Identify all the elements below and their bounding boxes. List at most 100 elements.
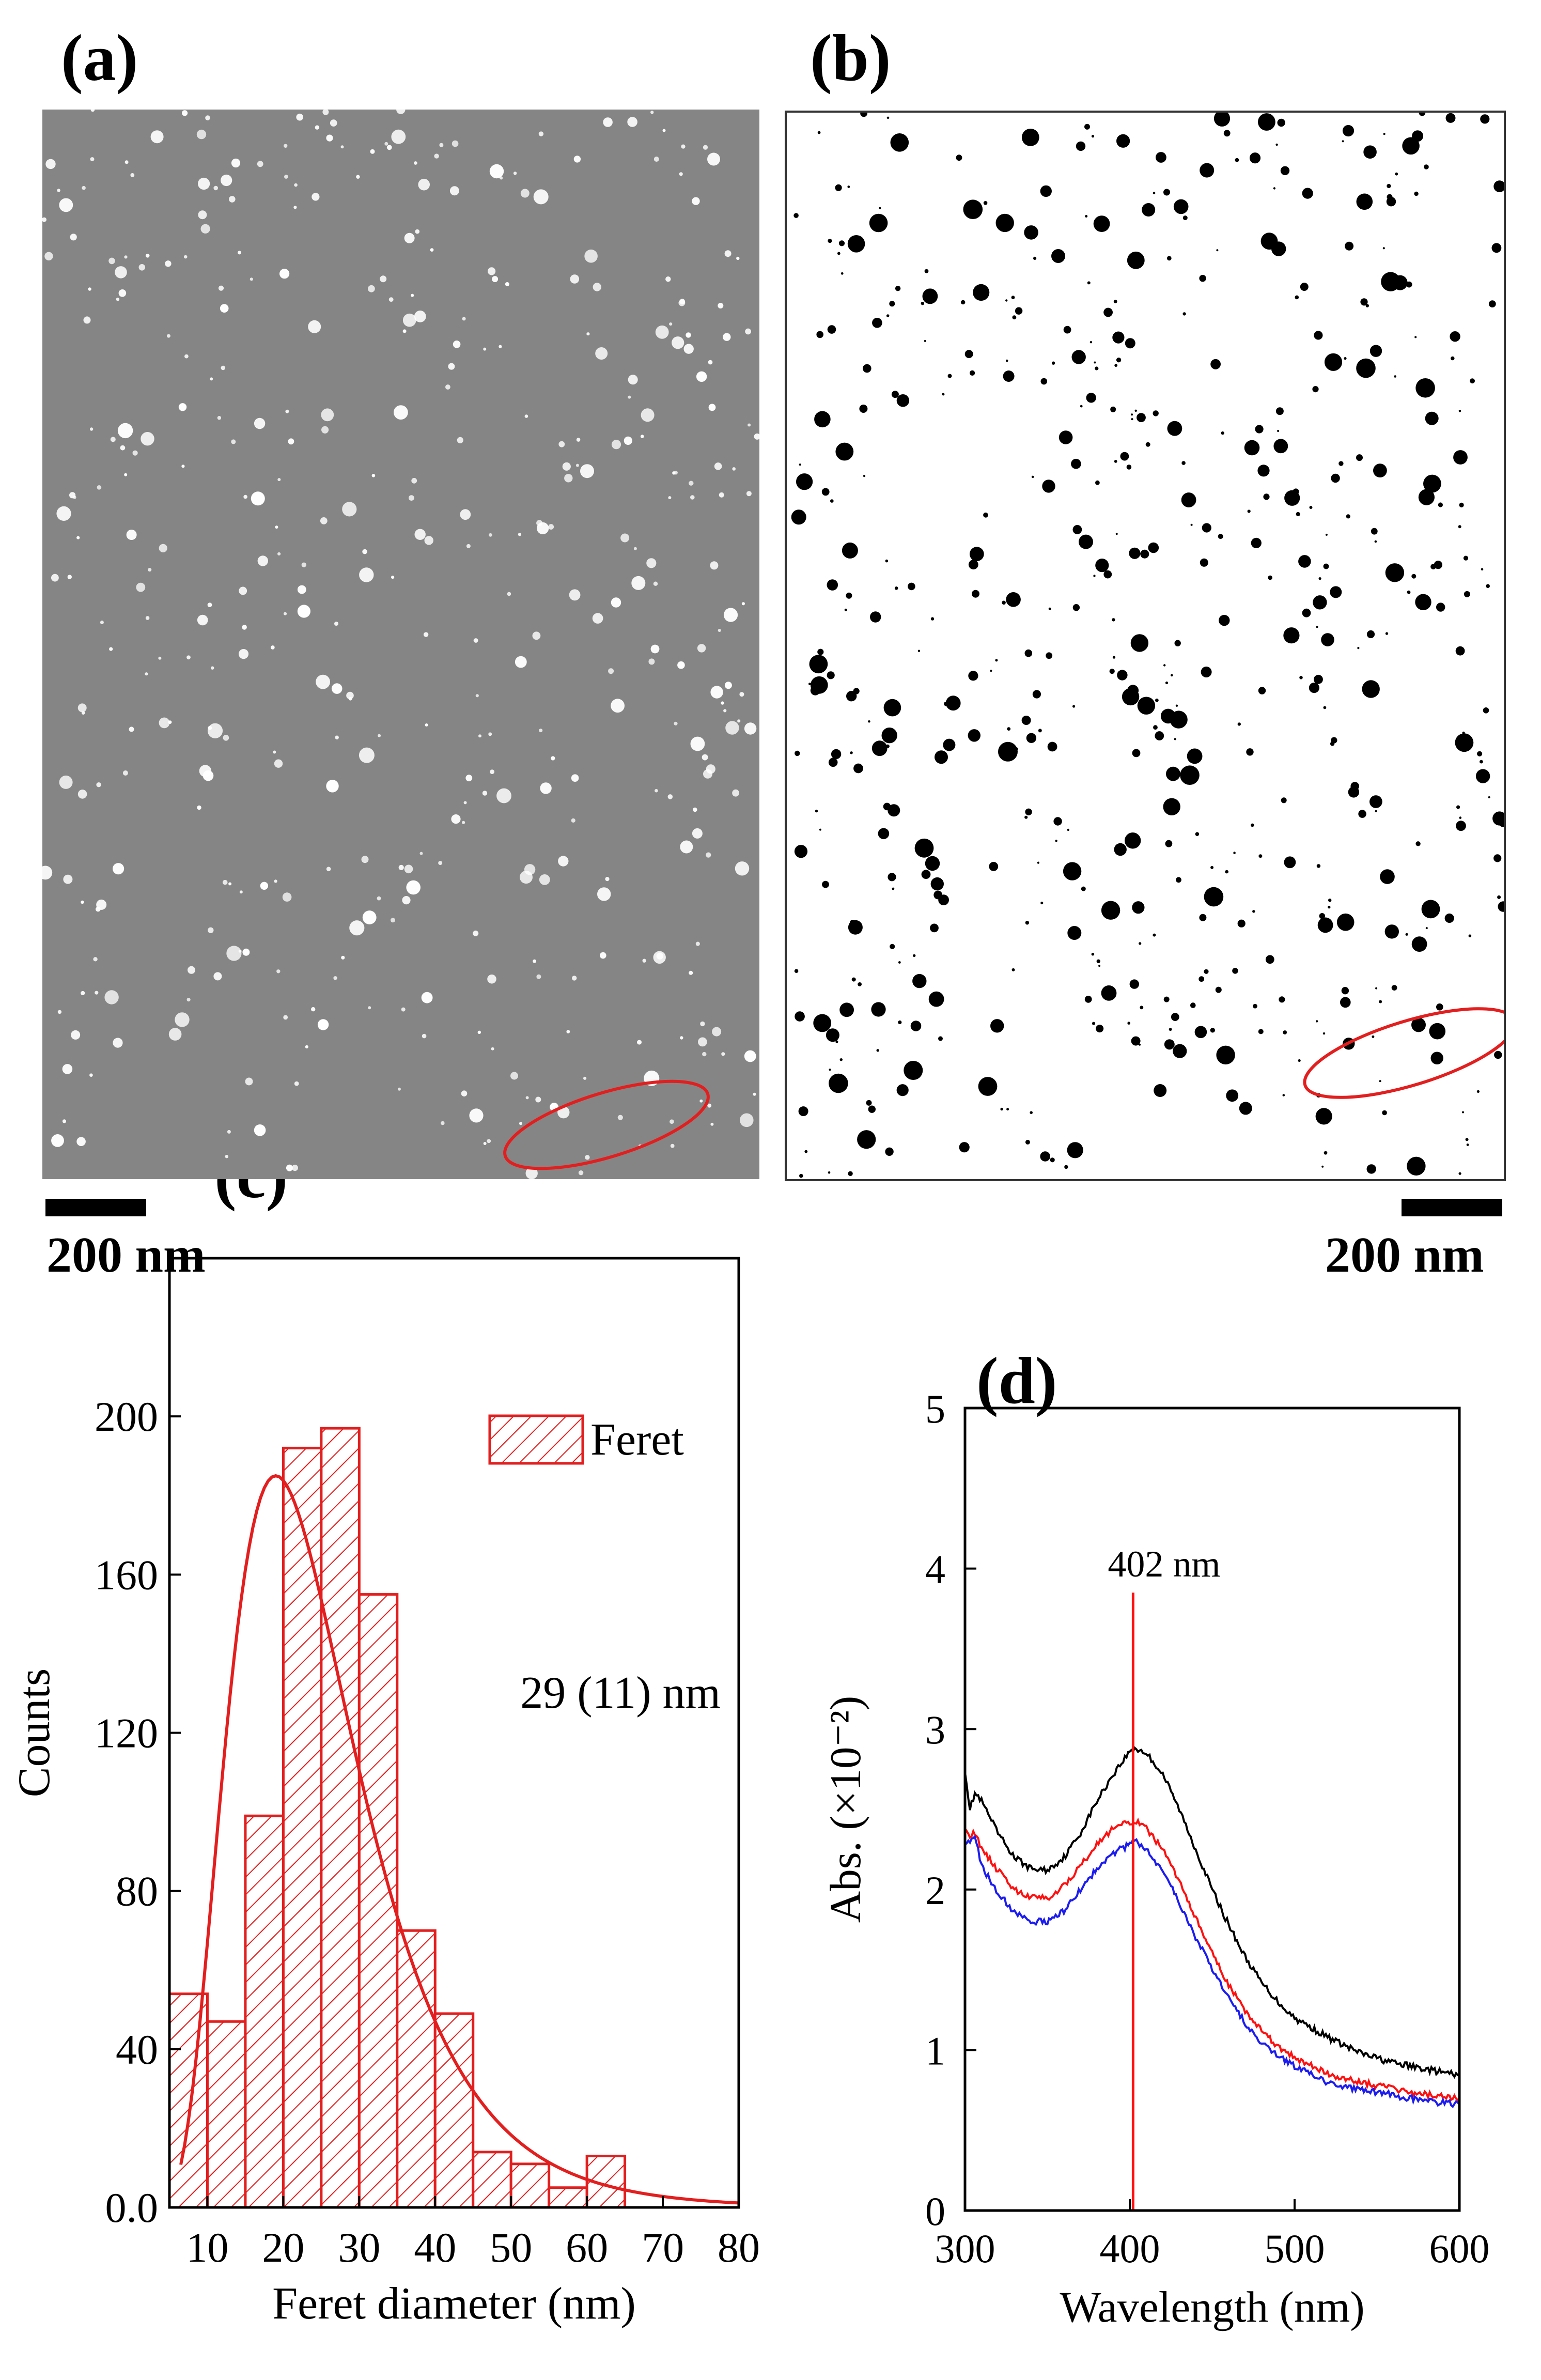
particle xyxy=(1021,129,1039,146)
particle xyxy=(1491,243,1502,253)
particle xyxy=(593,283,602,291)
particle xyxy=(1233,852,1236,854)
particle xyxy=(910,1021,922,1031)
particle xyxy=(1101,985,1117,1001)
particle xyxy=(197,805,201,810)
particle xyxy=(334,622,338,626)
particle xyxy=(959,1142,970,1153)
particle xyxy=(1040,378,1048,385)
particle xyxy=(205,115,210,120)
particle xyxy=(221,174,232,187)
particle xyxy=(835,184,842,191)
particle xyxy=(571,774,579,782)
particle xyxy=(1455,646,1465,656)
particle xyxy=(1071,458,1081,469)
particle xyxy=(912,973,927,988)
particle xyxy=(637,1040,642,1045)
particle xyxy=(640,435,644,438)
particle xyxy=(1281,797,1287,803)
particle xyxy=(921,870,931,879)
particle xyxy=(166,334,170,338)
particle xyxy=(200,224,210,234)
particle xyxy=(956,154,962,161)
particle xyxy=(316,674,330,689)
particle xyxy=(359,747,375,763)
particle xyxy=(406,880,421,895)
particle xyxy=(1031,475,1034,478)
particle xyxy=(257,161,263,167)
particle xyxy=(732,467,736,471)
particle xyxy=(961,300,966,305)
particle xyxy=(226,946,242,961)
particle xyxy=(1182,215,1188,221)
particle xyxy=(183,255,188,259)
particle xyxy=(1387,183,1391,189)
particle xyxy=(933,890,943,900)
particle xyxy=(710,561,719,570)
particle xyxy=(885,559,889,563)
particle xyxy=(995,213,1014,233)
series-red xyxy=(964,1817,1460,2102)
particle xyxy=(238,949,242,953)
particle xyxy=(830,499,834,503)
particle xyxy=(1465,1138,1469,1141)
particle xyxy=(1103,570,1112,579)
particle xyxy=(908,582,915,591)
particle xyxy=(930,877,944,891)
particle xyxy=(396,110,406,114)
particle xyxy=(646,558,657,568)
particle xyxy=(1356,193,1373,210)
y-tick-label: 120 xyxy=(95,1710,158,1757)
particle xyxy=(524,414,528,418)
particle xyxy=(90,110,95,112)
particle xyxy=(384,142,388,146)
particle xyxy=(890,944,895,949)
particle xyxy=(737,719,741,723)
particle xyxy=(1405,933,1408,936)
particle xyxy=(580,464,594,478)
particle xyxy=(1089,341,1093,344)
particle xyxy=(1423,474,1441,493)
particle xyxy=(1064,1165,1068,1169)
particle xyxy=(886,116,890,119)
particle xyxy=(1112,618,1115,622)
particle xyxy=(1167,421,1182,436)
particle xyxy=(254,418,266,429)
particle xyxy=(1072,705,1076,708)
particle xyxy=(414,161,417,165)
particle xyxy=(1200,163,1215,178)
particle xyxy=(837,252,840,255)
particle xyxy=(414,529,426,540)
particle xyxy=(1165,681,1169,685)
x-axis-label: Wavelength (nm) xyxy=(1060,2283,1364,2331)
x-tick-label: 40 xyxy=(414,2224,456,2271)
particle xyxy=(706,764,715,774)
particle xyxy=(1024,649,1033,657)
particle xyxy=(1038,729,1042,733)
particle xyxy=(1101,901,1120,920)
particle xyxy=(1155,731,1164,740)
particle xyxy=(860,113,867,117)
particle xyxy=(239,890,243,894)
particle xyxy=(1117,670,1128,681)
particle xyxy=(469,1108,484,1123)
particle xyxy=(422,1033,427,1039)
particle xyxy=(847,235,865,253)
particle xyxy=(482,791,488,796)
particle xyxy=(90,157,95,162)
particle xyxy=(566,1030,570,1033)
series-black xyxy=(964,1746,1460,2079)
particle xyxy=(465,775,473,782)
particle xyxy=(573,156,581,163)
histogram-bar xyxy=(357,1593,399,2209)
particle xyxy=(1275,407,1284,415)
particle xyxy=(238,251,241,255)
particle xyxy=(1109,669,1115,674)
particle xyxy=(753,1092,756,1096)
particle xyxy=(1072,604,1080,611)
particle xyxy=(370,149,375,154)
particle xyxy=(1139,942,1142,945)
particle xyxy=(520,189,530,198)
particle xyxy=(810,685,820,696)
particle xyxy=(935,750,948,764)
